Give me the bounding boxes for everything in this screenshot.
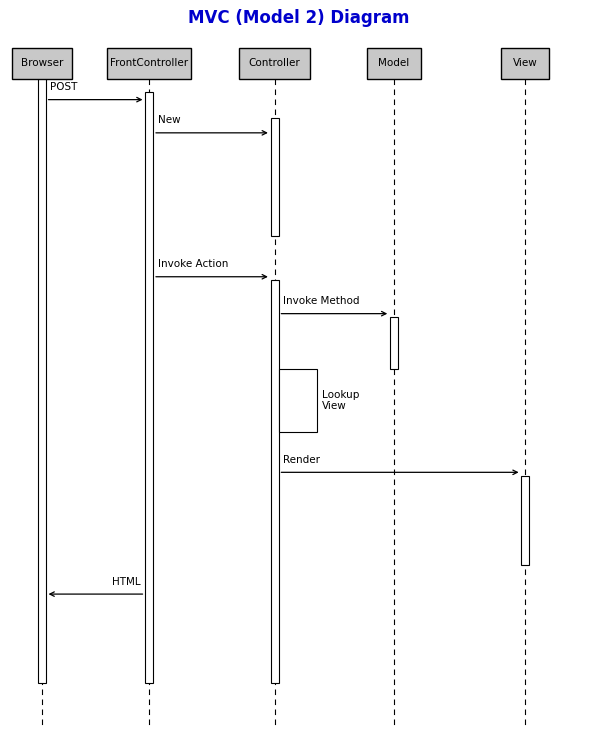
FancyBboxPatch shape (38, 77, 45, 683)
Text: Browser: Browser (21, 58, 63, 69)
Text: Invoke Method: Invoke Method (283, 296, 360, 306)
Text: New: New (158, 115, 180, 125)
Text: Lookup
View: Lookup View (322, 390, 359, 411)
FancyBboxPatch shape (278, 369, 318, 432)
Text: View: View (513, 58, 538, 69)
FancyBboxPatch shape (271, 280, 278, 683)
FancyBboxPatch shape (501, 48, 549, 79)
FancyBboxPatch shape (12, 48, 72, 79)
FancyBboxPatch shape (271, 118, 278, 236)
Text: Model: Model (378, 58, 410, 69)
FancyBboxPatch shape (522, 476, 529, 565)
Text: Render: Render (283, 455, 320, 465)
FancyBboxPatch shape (390, 317, 398, 369)
FancyBboxPatch shape (367, 48, 421, 79)
Text: Invoke Action: Invoke Action (158, 259, 228, 269)
Text: POST: POST (51, 82, 78, 92)
Text: MVC (Model 2) Diagram: MVC (Model 2) Diagram (187, 10, 410, 27)
FancyBboxPatch shape (146, 92, 153, 683)
Text: FrontController: FrontController (110, 58, 188, 69)
Text: HTML: HTML (112, 576, 141, 587)
Text: Controller: Controller (249, 58, 300, 69)
FancyBboxPatch shape (107, 48, 191, 79)
FancyBboxPatch shape (239, 48, 310, 79)
